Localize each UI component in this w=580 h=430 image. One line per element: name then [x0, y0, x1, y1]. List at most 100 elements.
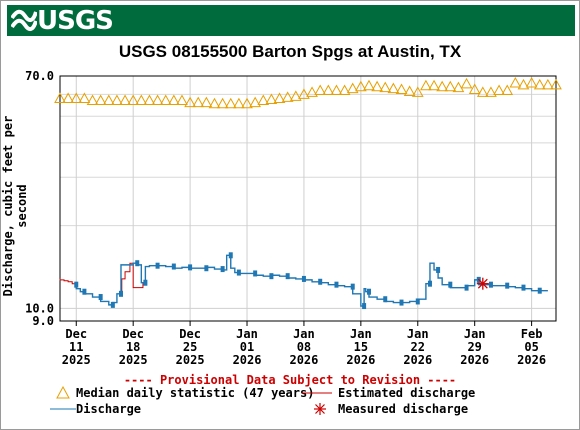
- discharge-data-mark: [236, 269, 241, 276]
- discharge-data-mark: [171, 263, 176, 270]
- legend-estimated: Estimated discharge: [338, 386, 476, 400]
- median-triangle-marker: [289, 90, 302, 101]
- discharge-data-mark: [436, 266, 441, 273]
- median-triangle-marker: [200, 96, 213, 108]
- discharge-data-mark: [82, 288, 87, 295]
- median-triangle-marker: [338, 84, 351, 95]
- x-tick-label: 29: [467, 340, 481, 354]
- median-triangle-marker: [135, 94, 148, 106]
- median-triangle-marker: [273, 92, 286, 103]
- median-triangle-marker: [127, 94, 140, 106]
- discharge-data-mark: [253, 270, 258, 277]
- x-tick-label: 2026: [346, 353, 375, 367]
- x-tick-label: 25: [183, 340, 197, 354]
- plot-border: [59, 75, 557, 322]
- median-triangle-marker: [395, 83, 408, 95]
- measured-asterisk-marker: [476, 277, 489, 290]
- median-triangle-marker: [542, 78, 554, 90]
- provisional-note: ---- Provisional Data Subject to Revisio…: [123, 373, 457, 387]
- estimated-discharge-line: [59, 262, 146, 294]
- discharge-data-mark: [350, 283, 355, 290]
- median-triangle-marker: [257, 94, 270, 106]
- median-triangle-marker: [468, 83, 481, 95]
- median-triangle-marker: [436, 80, 449, 92]
- median-triangle-marker: [330, 84, 343, 95]
- median-triangle-marker: [371, 80, 383, 92]
- discharge-data-mark: [383, 296, 388, 303]
- discharge-data-mark: [228, 252, 233, 259]
- median-triangle-marker: [298, 88, 310, 99]
- discharge-data-mark: [505, 282, 510, 289]
- median-triangle-marker: [78, 92, 91, 103]
- median-triangle-marker: [525, 76, 538, 88]
- median-triangle-marker: [314, 84, 327, 95]
- x-tick-label: 2026: [517, 353, 546, 367]
- x-tick-label: 08: [297, 340, 311, 354]
- x-tick-label: 11: [69, 340, 83, 354]
- legend-triangle-symbol: [56, 386, 70, 399]
- median-triangle-marker: [192, 96, 205, 108]
- median-triangle-marker: [54, 92, 66, 103]
- discharge-data-mark: [399, 299, 404, 306]
- median-triangle-marker: [249, 96, 261, 108]
- median-triangle-marker: [151, 94, 164, 106]
- discharge-data-mark: [301, 275, 306, 282]
- x-tick-label: Dec: [122, 327, 144, 341]
- median-triangle-marker: [550, 78, 562, 90]
- median-triangle-marker: [517, 78, 530, 90]
- median-triangle-marker: [86, 94, 99, 106]
- median-triangle-marker: [94, 94, 107, 106]
- median-triangle-marker: [460, 77, 473, 89]
- x-tick-label: 05: [524, 340, 538, 354]
- x-tick-label: Jan: [350, 327, 372, 341]
- x-tick-label: Jan: [407, 327, 429, 341]
- legend-asterisk-symbol: [314, 403, 326, 415]
- discharge-data-mark: [143, 279, 148, 286]
- median-triangle-marker: [533, 78, 546, 90]
- median-triangle-marker: [281, 91, 294, 102]
- y-tick-label: 9.0: [32, 314, 54, 328]
- median-triangle-marker: [208, 97, 221, 109]
- median-triangle-marker: [444, 80, 457, 92]
- median-triangle-marker: [363, 79, 375, 91]
- x-tick-label: Dec: [179, 327, 201, 341]
- legend-measured: Measured discharge: [338, 402, 469, 416]
- x-tick-label: 2025: [119, 353, 148, 367]
- discharge-data-mark: [188, 264, 193, 271]
- median-triangle-marker: [485, 86, 497, 97]
- chart-title: USGS 08155500 Barton Spgs at Austin, TX: [118, 42, 462, 61]
- x-tick-label: 2026: [233, 353, 262, 367]
- median-triangle-marker: [111, 94, 123, 106]
- median-triangle-marker: [184, 96, 196, 108]
- median-triangle-marker: [119, 94, 131, 106]
- median-triangle-marker: [176, 94, 188, 106]
- discharge-data-mark: [488, 281, 493, 288]
- median-triangle-marker: [387, 82, 400, 94]
- median-triangle-marker: [241, 97, 253, 109]
- median-triangle-marker: [509, 76, 522, 88]
- median-triangle-marker: [428, 79, 440, 91]
- median-triangle-marker: [476, 86, 489, 97]
- median-triangle-marker: [233, 97, 245, 109]
- median-triangle-marker: [420, 79, 432, 91]
- discharge-data-mark: [362, 303, 367, 310]
- median-triangle-marker: [62, 92, 74, 103]
- x-tick-label: 18: [126, 340, 140, 354]
- x-tick-label: 2026: [460, 353, 489, 367]
- x-tick-label: 2025: [62, 353, 91, 367]
- discharge-data-mark: [448, 281, 453, 288]
- discharge-data-mark: [537, 287, 542, 294]
- usgs-logo-text: USGS: [37, 6, 114, 36]
- median-triangle-marker: [143, 94, 156, 106]
- median-triangle-marker: [493, 84, 505, 95]
- median-triangle-marker: [355, 80, 367, 92]
- x-tick-label: Dec: [65, 327, 87, 341]
- discharge-data-mark: [118, 290, 123, 297]
- legend-discharge-line: [50, 408, 76, 410]
- legend-discharge: Discharge: [76, 402, 142, 416]
- median-triangle-marker: [70, 92, 83, 103]
- x-tick-label: Jan: [236, 327, 258, 341]
- x-tick-label: Jan: [464, 327, 486, 341]
- median-triangle-marker: [159, 94, 172, 106]
